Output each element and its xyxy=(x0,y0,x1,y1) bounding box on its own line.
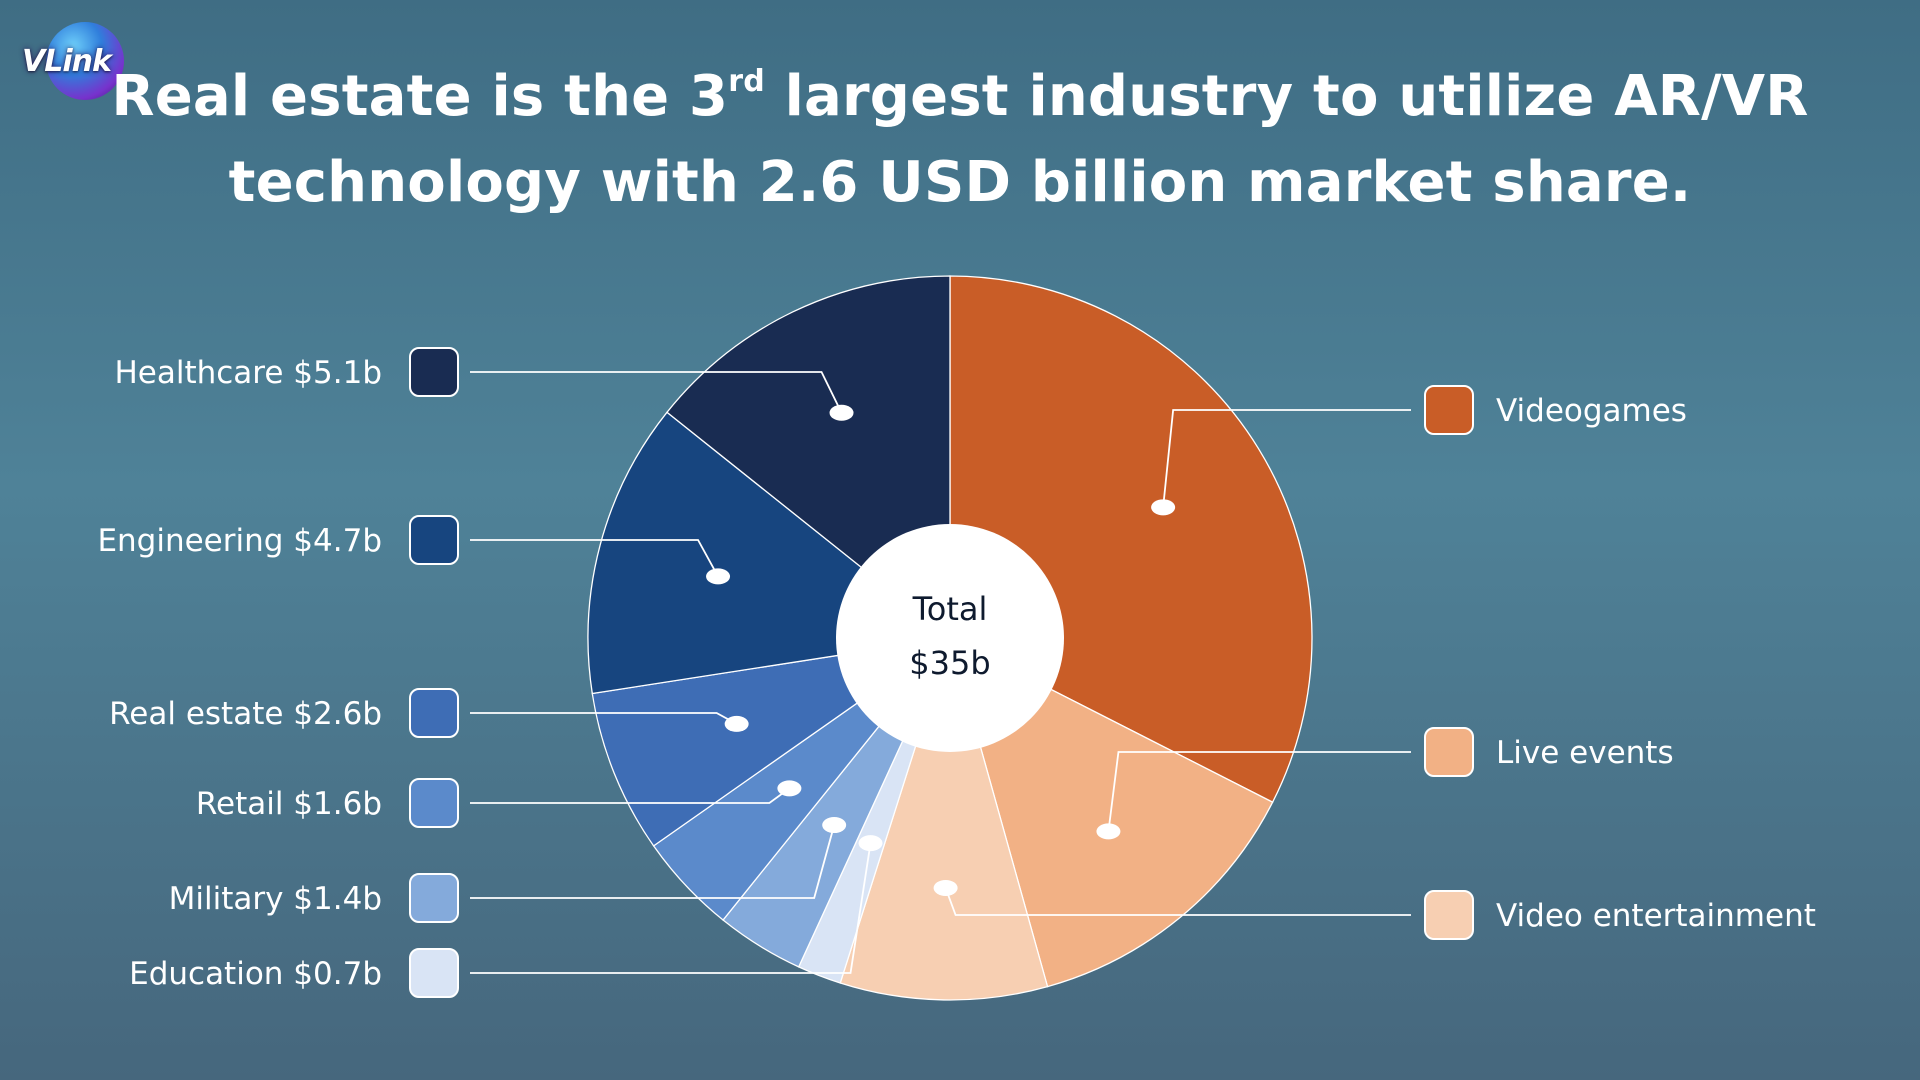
title-ordinal-suffix: rd xyxy=(728,64,765,99)
legend-label-engineering: Engineering $4.7b xyxy=(97,523,382,559)
center-label-top: Total xyxy=(912,590,988,628)
center-label-total: $35b xyxy=(909,644,990,682)
connector-engineering xyxy=(470,539,719,577)
connector-video-entertainment xyxy=(944,887,1411,916)
legend-swatch-videogames xyxy=(1424,385,1474,435)
legend-swatch-live-events xyxy=(1424,727,1474,777)
vlink-logo: VLink xyxy=(18,18,138,108)
legend-label-healthcare: Healthcare $5.1b xyxy=(114,355,382,391)
title-line1-end: largest industry to utilize AR/VR xyxy=(764,64,1809,129)
connector-military xyxy=(470,824,836,899)
legend-label-real-estate: Real estate $2.6b xyxy=(109,696,382,732)
legend-label-live-events: Live events xyxy=(1496,735,1674,771)
connector-live-events xyxy=(1107,751,1411,832)
connector-dot-retail xyxy=(777,780,802,797)
connector-videogames xyxy=(1162,409,1411,508)
logo-text: VLink xyxy=(22,44,112,79)
connector-dot-healthcare xyxy=(829,404,854,421)
connector-healthcare xyxy=(470,371,843,414)
legend-label-videogames: Videogames xyxy=(1496,393,1687,429)
connector-dot-education xyxy=(858,835,883,852)
legend-label-education: Education $0.7b xyxy=(129,956,382,992)
connector-dot-videogames xyxy=(1151,499,1176,516)
slice-video-entertainment xyxy=(839,635,1049,1001)
connector-dot-military xyxy=(822,817,847,834)
legend-label-military: Military $1.4b xyxy=(169,881,382,917)
connector-education xyxy=(470,843,872,974)
center-hole xyxy=(836,524,1064,752)
legend-swatch-video-entertainment xyxy=(1424,890,1474,940)
legend-label-retail: Retail $1.6b xyxy=(196,786,382,822)
globe-icon xyxy=(46,22,124,100)
chart-title: Real estate is the 3rd largest industry … xyxy=(110,54,1810,226)
connector-dot-video-entertainment xyxy=(933,879,958,896)
legend-swatch-military xyxy=(409,873,459,923)
legend-swatch-real-estate xyxy=(409,688,459,738)
slice-healthcare xyxy=(666,275,951,640)
legend-swatch-healthcare xyxy=(409,347,459,397)
legend-swatch-education xyxy=(409,948,459,998)
connector-dot-live-events xyxy=(1096,823,1121,840)
title-line1-start: Real estate is the 3 xyxy=(111,64,729,129)
connector-dot-engineering xyxy=(706,568,731,585)
legend-swatch-engineering xyxy=(409,515,459,565)
legend-swatch-retail xyxy=(409,778,459,828)
title-line2: technology with 2.6 USD billion market s… xyxy=(228,150,1692,215)
legend-label-video-entertainment: Video entertainment xyxy=(1496,898,1816,934)
connector-dot-real-estate xyxy=(724,715,749,732)
